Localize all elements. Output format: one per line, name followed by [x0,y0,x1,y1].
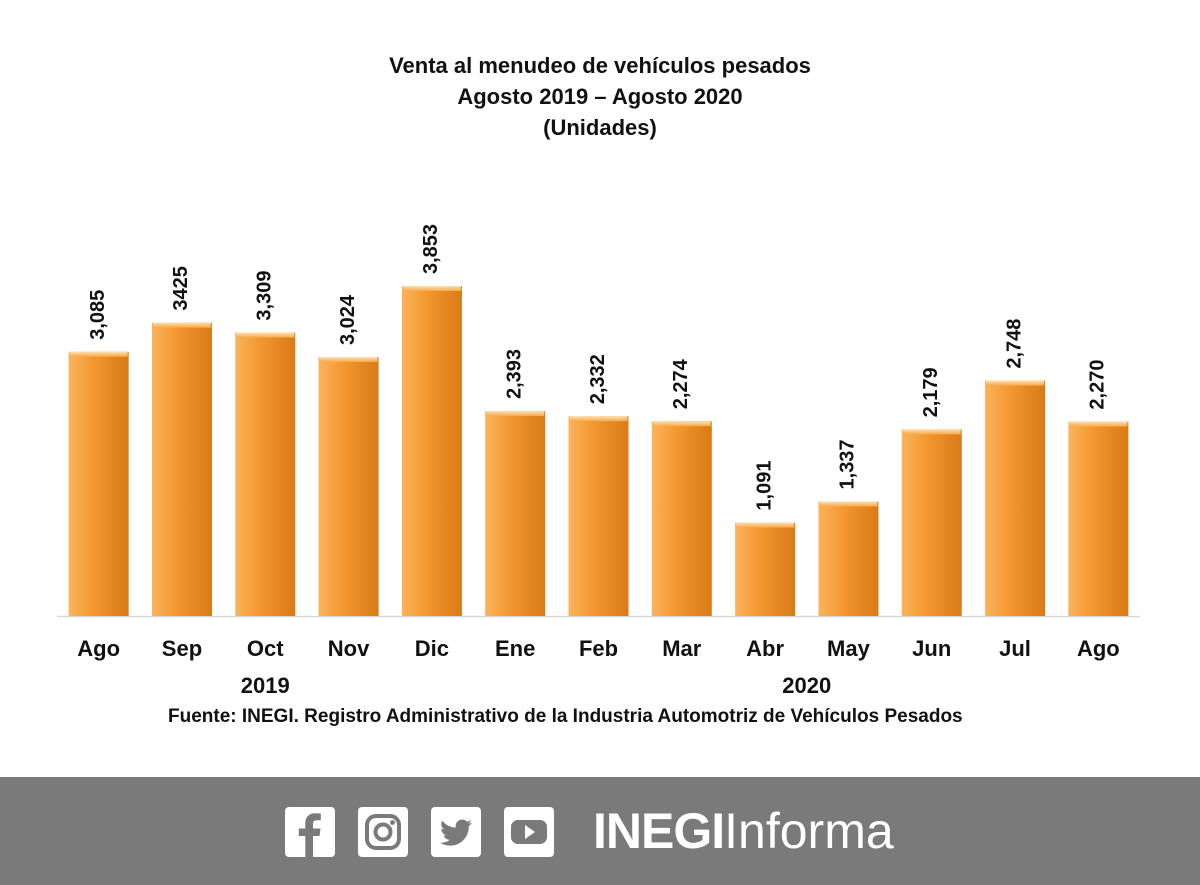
bar [401,286,462,616]
bar [235,332,296,616]
bar [1068,421,1129,616]
chart-subtitle: Agosto 2019 – Agosto 2020 [457,84,743,109]
x-tick-label: Nov [328,636,370,661]
x-tick-label: Ago [1077,636,1120,661]
chart-title: Venta al menudeo de vehículos pesados [389,53,811,78]
bar-top-highlight [652,421,711,427]
year-group-label: 2019 [241,673,290,698]
chart-source: Fuente: INEGI. Registro Administrativo d… [168,706,963,727]
bar-value-label: 1,091 [753,460,775,510]
youtube-icon[interactable] [504,807,554,857]
bar-value-label: 2,270 [1087,360,1109,410]
year-group-label: 2020 [782,673,831,698]
bar-chart: 3,085 Ago 3425 Sep 3,309 Oct 3,024 Nov 3,853 Dic 2… [57,224,1140,698]
bar [318,357,379,616]
bar-top-highlight [152,322,211,328]
bar-top-highlight [902,429,961,435]
bar-value-label: 2,748 [1003,319,1025,369]
bar [818,501,879,616]
bar-top-highlight [986,380,1045,386]
bar-top-highlight [819,501,878,507]
bar [485,411,546,616]
twitter-icon[interactable] [431,807,481,857]
facebook-icon[interactable] [285,807,335,857]
x-tick-label: Ago [77,636,120,661]
x-tick-label: Jun [912,636,951,661]
bar-value-label: 2,332 [587,354,609,404]
x-tick-label: Abr [746,636,784,661]
brand-bold-text: INEGI [593,803,725,859]
bar-value-label: 2,274 [670,358,692,409]
x-tick-label: Sep [162,636,202,661]
x-tick-label: Jul [999,636,1031,661]
bar-value-label: 2,179 [920,367,942,417]
bar-value-label: 3,853 [420,224,442,274]
bar [568,416,629,616]
bar [68,351,129,616]
bar-value-label: 2,393 [503,349,525,399]
x-tick-label: Ene [495,636,535,661]
x-tick-label: May [827,636,871,661]
bar-value-label: 1,337 [837,439,859,489]
bar-value-label: 3,085 [87,290,109,340]
chart-title-block: Venta al menudeo de vehículos pesados Ag… [0,50,1200,143]
footer-bar: INEGIInforma [0,777,1200,885]
bar-top-highlight [736,522,795,528]
brand-light-text: Informa [724,803,894,859]
bar-top-highlight [69,351,128,357]
bar-top-highlight [1069,421,1128,427]
x-tick-label: Dic [415,636,449,661]
x-tick-label: Mar [662,636,702,661]
bar [735,522,796,616]
bar [651,421,712,616]
x-tick-label: Oct [247,636,284,661]
bar-top-highlight [236,332,295,338]
inegi-informa-logo: INEGIInforma [593,801,894,861]
bar-value-label: 3,309 [254,271,276,321]
chart-unit-label: (Unidades) [543,115,657,140]
bar [901,429,962,616]
bar-value-label: 3425 [170,266,192,311]
x-tick-label: Feb [579,636,618,661]
bar-value-label: 3,024 [337,294,359,345]
instagram-icon[interactable] [358,807,408,857]
bar [985,380,1046,616]
bar [151,322,212,616]
bar-top-highlight [486,411,545,417]
bar-top-highlight [402,286,461,291]
bar-top-highlight [569,416,628,422]
bar-top-highlight [319,357,378,363]
